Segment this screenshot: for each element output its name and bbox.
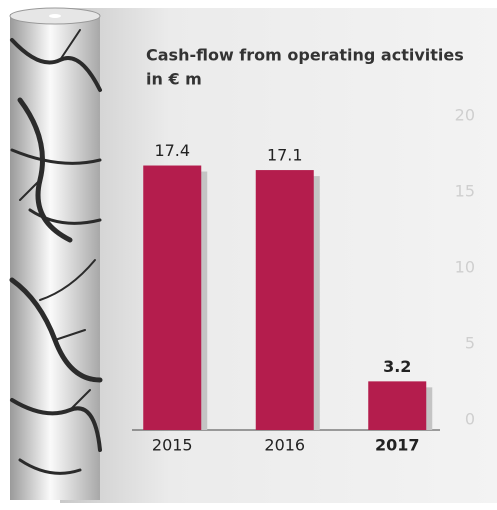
y-tick-label: 15 xyxy=(455,182,475,201)
value-label: 3.2 xyxy=(383,357,411,376)
bar xyxy=(368,381,426,430)
x-tick-label: 2017 xyxy=(375,436,420,455)
chart: Cash-flow from operating activities in €… xyxy=(0,0,497,510)
bar xyxy=(256,170,314,430)
y-tick-label: 10 xyxy=(455,258,475,277)
value-label: 17.1 xyxy=(267,146,303,165)
y-tick-label: 5 xyxy=(465,334,475,353)
y-tick-label: 20 xyxy=(455,106,475,125)
x-tick-label: 2016 xyxy=(264,436,305,455)
y-tick-label: 0 xyxy=(465,410,475,429)
x-tick-label: 2015 xyxy=(152,436,193,455)
value-label: 17.4 xyxy=(154,141,190,160)
chart-title: in € m xyxy=(146,70,202,89)
roll xyxy=(10,8,100,500)
chart-title: Cash-flow from operating activities xyxy=(146,46,464,65)
bar xyxy=(143,166,201,430)
